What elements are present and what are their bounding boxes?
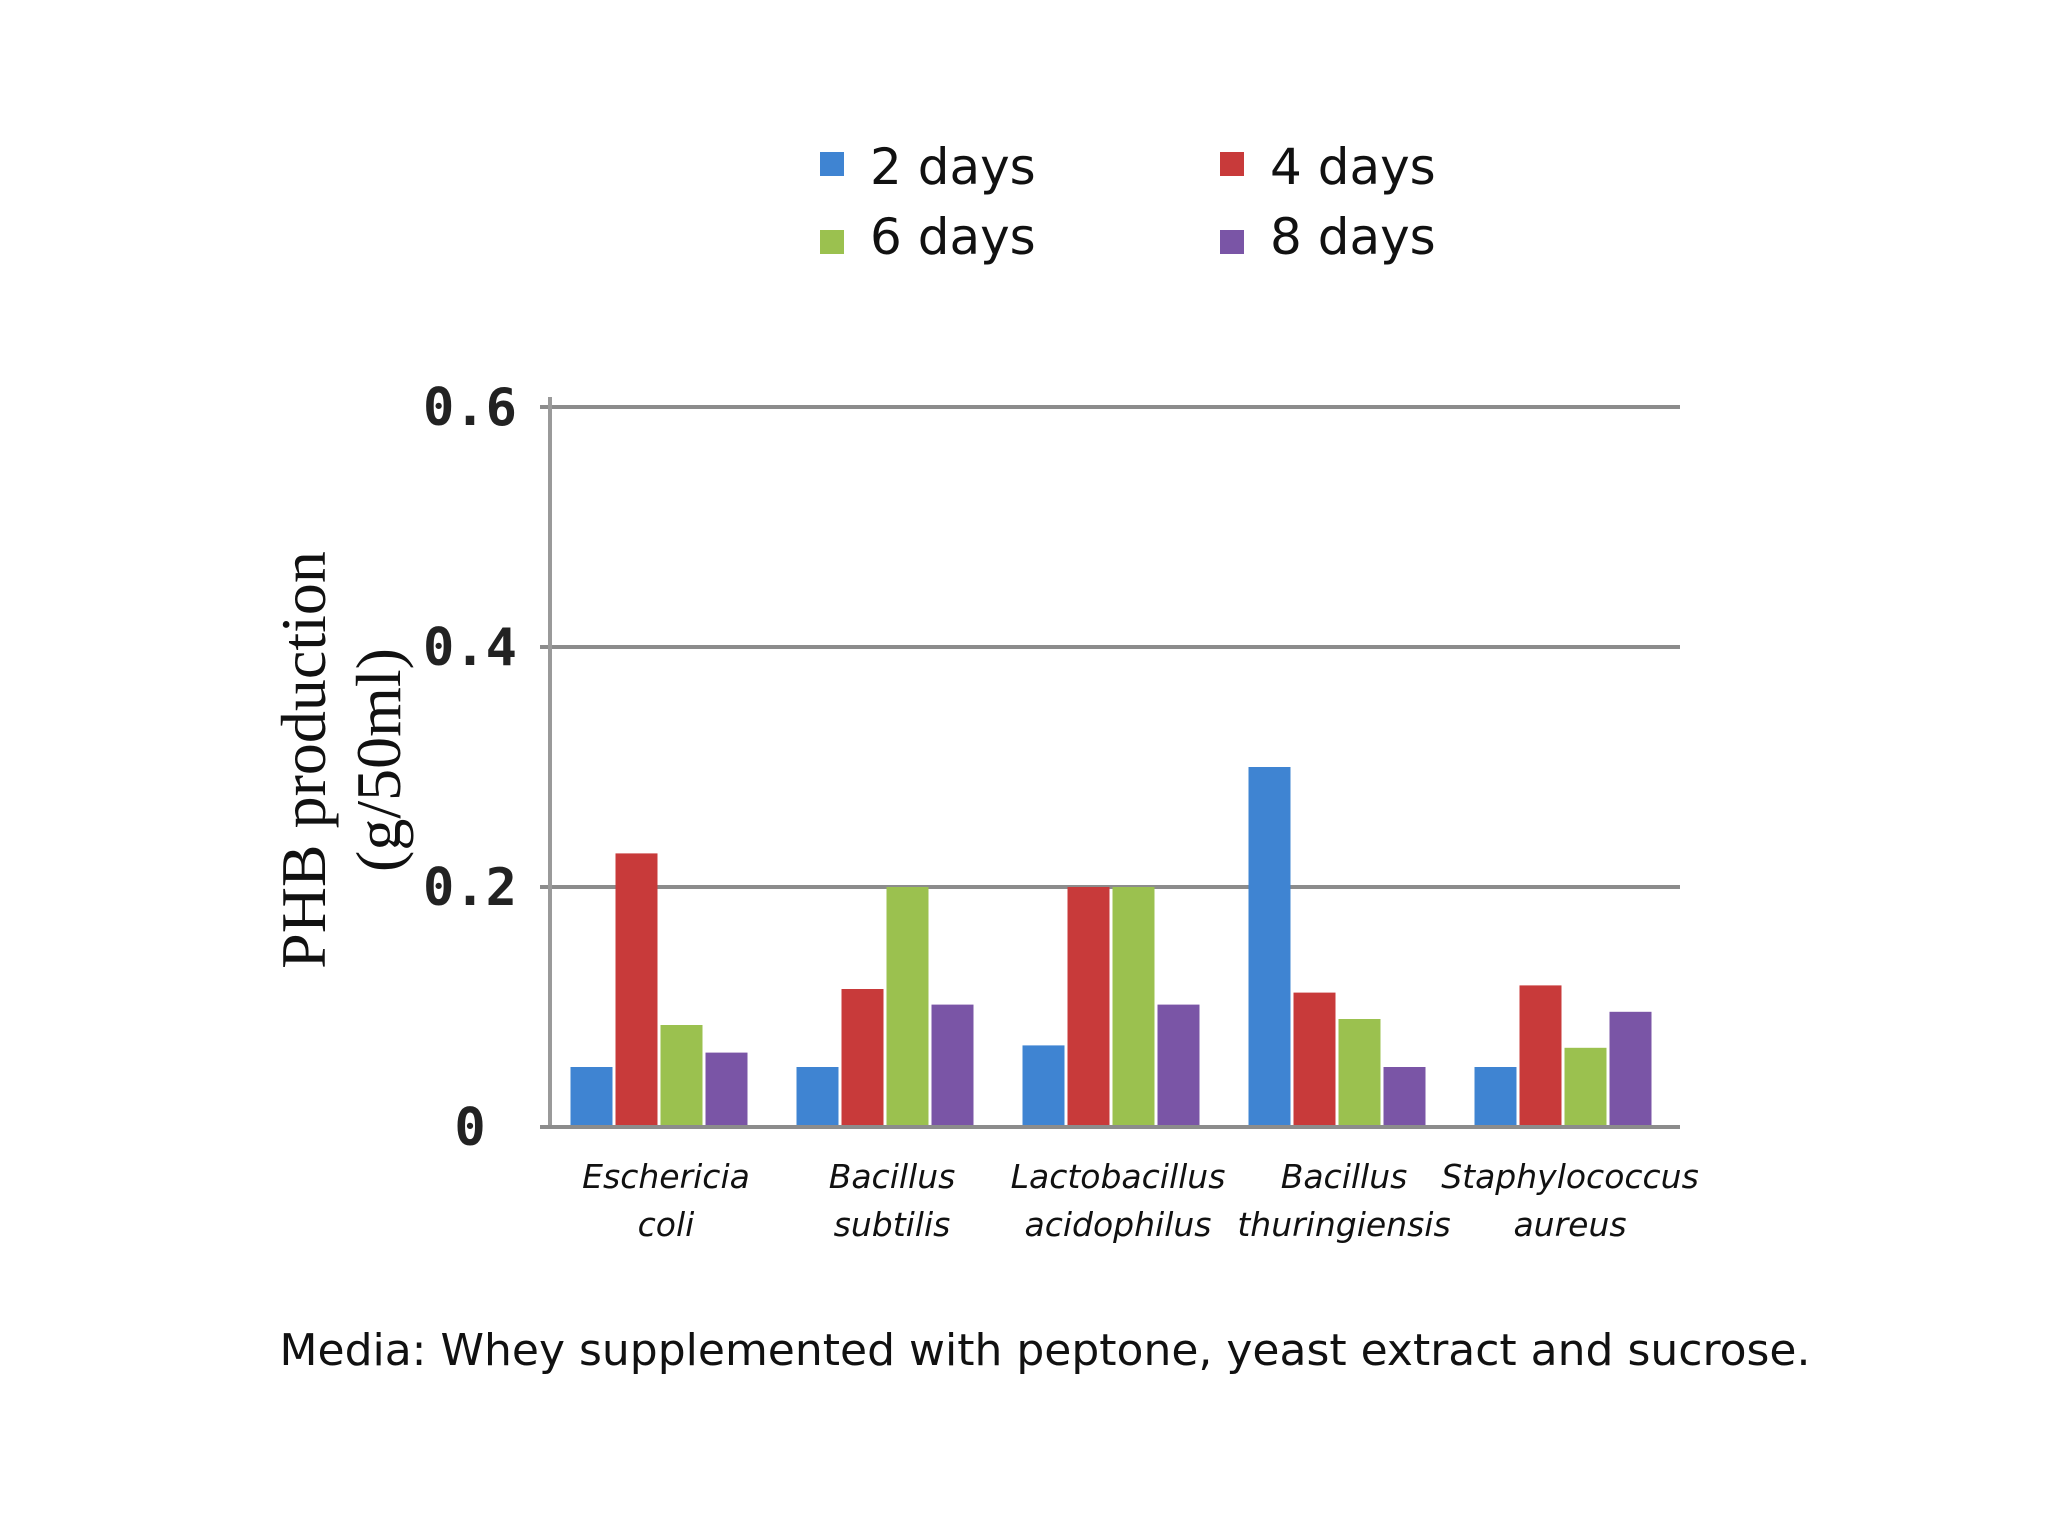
bar [1112, 887, 1155, 1127]
legend: 2 days 4 days 6 days 8 days [820, 138, 1436, 266]
legend-label: 6 days [870, 208, 1036, 266]
category-label: thuringiensis [1237, 1205, 1450, 1244]
category-labels: Eschericia coli Bacillus subtilis Lactobacil… [582, 1157, 1699, 1244]
bar [1383, 1067, 1426, 1127]
bar [570, 1067, 613, 1127]
y-axis-label-line-1: PHB production [268, 551, 339, 969]
y-tick-label: 0.2 [423, 858, 517, 918]
bar [841, 989, 884, 1127]
category-label: subtilis [834, 1205, 951, 1244]
legend-label: 4 days [1270, 138, 1436, 196]
bar [705, 1052, 748, 1127]
chart-caption: Media: Whey supplemented with peptone, y… [279, 1325, 1811, 1376]
bar [1067, 887, 1110, 1127]
bar [1248, 767, 1291, 1127]
bar [1157, 1004, 1200, 1127]
gridlines [540, 397, 1680, 1127]
bar [1519, 985, 1562, 1127]
legend-swatch [1220, 230, 1244, 254]
legend-label: 8 days [1270, 208, 1436, 266]
category-label: coli [638, 1205, 695, 1244]
bar [1338, 1019, 1381, 1127]
bar [615, 853, 658, 1127]
category-label: aureus [1513, 1205, 1626, 1244]
category-label: Lactobacillus [1011, 1157, 1226, 1196]
bar [1474, 1067, 1517, 1127]
legend-swatch [820, 152, 844, 176]
y-tick-label: 0.4 [423, 618, 517, 678]
legend-swatch [820, 230, 844, 254]
y-tick-label: 0 [454, 1098, 485, 1158]
bar [660, 1025, 703, 1127]
y-axis-ticks: 0 0.2 0.4 0.6 [423, 378, 517, 1158]
y-axis-label: PHB production (g/50ml) [268, 551, 414, 969]
bar [886, 887, 929, 1127]
bar [1293, 992, 1336, 1127]
y-axis-label-line-2: (g/50ml) [343, 648, 414, 872]
bar [1022, 1045, 1065, 1127]
category-label: acidophilus [1025, 1205, 1212, 1244]
category-label: Bacillus [1281, 1157, 1408, 1196]
bar [1609, 1011, 1652, 1127]
category-label: Bacillus [829, 1157, 956, 1196]
category-label: Eschericia [582, 1157, 750, 1196]
bar [931, 1004, 974, 1127]
category-label: Staphylococcus [1441, 1157, 1699, 1196]
y-tick-label: 0.6 [423, 378, 517, 438]
bar [1564, 1047, 1607, 1127]
bars [570, 767, 1652, 1127]
legend-swatch [1220, 152, 1244, 176]
bar [796, 1067, 839, 1127]
legend-label: 2 days [870, 138, 1036, 196]
